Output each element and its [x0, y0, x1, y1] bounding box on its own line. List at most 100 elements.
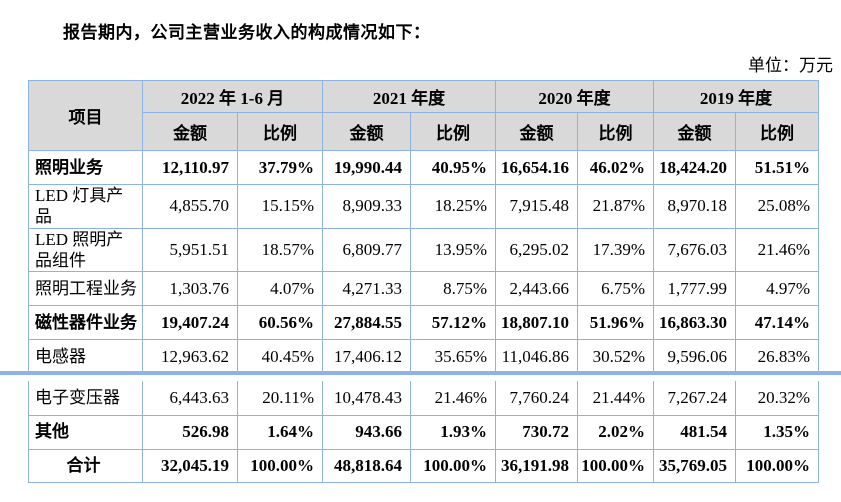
- table-row: LED 灯具产品 4,855.70 15.15% 8,909.33 18.25% 7,91…: [28, 184, 820, 229]
- table-row: 照明业务 12,110.97 37.79% 19,990.44 40.95% 16,654…: [28, 150, 820, 185]
- item-cell: 电子变压器: [28, 381, 143, 416]
- value-cell: 4.07%: [236, 271, 324, 306]
- value-cell: 30.52%: [577, 339, 655, 374]
- value-cell: 18,424.20: [653, 150, 737, 185]
- value-cell: 1.93%: [410, 414, 496, 450]
- value-cell: 18,807.10: [495, 305, 579, 340]
- value-cell: 2,443.66: [495, 271, 579, 306]
- value-cell: 47.14%: [735, 305, 820, 340]
- value-cell: 2.02%: [577, 414, 654, 450]
- value-cell: 9,596.06: [653, 339, 737, 374]
- value-cell: 4.97%: [735, 271, 820, 306]
- revenue-table-lower: 电子变压器 6,443.63 20.11% 10,478.43 21.46% 7,760.…: [28, 381, 819, 483]
- value-cell: 25.08%: [735, 184, 820, 229]
- value-cell: 11,046.86: [495, 339, 579, 374]
- value-cell: 7,676.03: [653, 227, 737, 272]
- table-row: 电子变压器 6,443.63 20.11% 10,478.43 21.46% 7,760.…: [28, 381, 819, 416]
- col-header-amount: 金额: [495, 112, 579, 151]
- intro-text: 报告期内，公司主营业务收入的构成情况如下：: [63, 23, 431, 42]
- item-cell: 照明工程业务: [28, 271, 143, 306]
- value-cell: 1.64%: [237, 414, 323, 450]
- value-cell: 4,271.33: [322, 271, 412, 306]
- value-cell: 17.39%: [577, 227, 655, 272]
- value-cell: 15.15%: [236, 184, 324, 229]
- table-row: 电感器 12,963.62 40.45% 17,406.12 35.65% 11,046.…: [28, 339, 820, 374]
- value-cell: 100.00%: [410, 448, 496, 483]
- value-cell: 16,863.30: [653, 305, 737, 340]
- value-cell: 7,267.24: [653, 381, 736, 416]
- table-row: LED 照明产品组件 5,951.51 18.57% 6,809.77 13.95% 6,…: [28, 227, 820, 272]
- value-cell: 21.46%: [410, 381, 496, 416]
- value-cell: 21.44%: [577, 381, 654, 416]
- value-cell: 35.65%: [410, 339, 497, 374]
- item-cell: 照明业务: [28, 150, 143, 185]
- value-cell: 40.95%: [410, 150, 497, 185]
- value-cell: 26.83%: [735, 339, 820, 374]
- value-cell: 21.46%: [735, 227, 820, 272]
- value-cell: 16,654.16: [495, 150, 579, 185]
- table-row: 合计 32,045.19 100.00% 48,818.64 100.00% 36,191…: [28, 448, 819, 483]
- value-cell: 40.45%: [236, 339, 324, 374]
- value-cell: 7,915.48: [495, 184, 579, 229]
- value-cell: 526.98: [142, 414, 238, 450]
- col-header-amount: 金额: [142, 112, 238, 151]
- value-cell: 32,045.19: [142, 448, 238, 483]
- table-row: 磁性器件业务 19,407.24 60.56% 27,884.55 57.12% 18,8…: [28, 305, 820, 340]
- item-cell: LED 照明产品组件: [28, 227, 143, 272]
- value-cell: 6,295.02: [495, 227, 579, 272]
- value-cell: 48,818.64: [322, 448, 411, 483]
- value-cell: 20.11%: [237, 381, 323, 416]
- item-cell: 电感器: [28, 339, 143, 374]
- value-cell: 60.56%: [236, 305, 324, 340]
- value-cell: 1,303.76: [142, 271, 238, 306]
- value-cell: 36,191.98: [495, 448, 578, 483]
- value-cell: 35,769.05: [653, 448, 736, 483]
- header-row-measures: 金额 比例 金额 比例 金额 比例 金额 比例: [29, 112, 820, 151]
- unit-label: 单位：万元: [748, 56, 833, 75]
- value-cell: 1,777.99: [653, 271, 737, 306]
- value-cell: 4,855.70: [142, 184, 238, 229]
- item-cell: 其他: [28, 414, 143, 450]
- value-cell: 12,963.62: [142, 339, 238, 374]
- item-cell: LED 灯具产品: [28, 184, 143, 229]
- value-cell: 6,809.77: [322, 227, 412, 272]
- col-header-item: 项目: [28, 80, 143, 151]
- col-header-amount: 金额: [322, 112, 412, 151]
- value-cell: 10,478.43: [322, 381, 411, 416]
- value-cell: 21.87%: [577, 184, 655, 229]
- value-cell: 51.51%: [735, 150, 820, 185]
- value-cell: 46.02%: [577, 150, 655, 185]
- value-cell: 8,909.33: [322, 184, 412, 229]
- table-row: 其他 526.98 1.64% 943.66 1.93% 730.72 2.02% 481.5…: [28, 414, 819, 450]
- table-body-lower: 电子变压器 6,443.63 20.11% 10,478.43 21.46% 7,760.…: [28, 381, 819, 483]
- col-header-ratio: 比例: [410, 112, 497, 151]
- item-cell: 磁性器件业务: [28, 305, 143, 340]
- value-cell: 17,406.12: [322, 339, 412, 374]
- col-header-amount: 金额: [653, 112, 737, 151]
- value-cell: 57.12%: [410, 305, 497, 340]
- value-cell: 51.96%: [577, 305, 655, 340]
- header-row-periods: 项目 2022 年 1-6 月 2021 年度 2020 年度 2019 年度: [28, 80, 820, 151]
- item-cell: 合计: [28, 448, 143, 483]
- value-cell: 27,884.55: [322, 305, 412, 340]
- value-cell: 943.66: [322, 414, 411, 450]
- value-cell: 19,407.24: [142, 305, 238, 340]
- col-header-period-2020: 2020 年度: [495, 80, 655, 113]
- table-body-upper: 照明业务 12,110.97 37.79% 19,990.44 40.95% 16,654…: [28, 150, 820, 374]
- revenue-table-upper: 项目 2022 年 1-6 月 2021 年度 2020 年度 2019 年度 …: [28, 80, 820, 374]
- value-cell: 100.00%: [237, 448, 323, 483]
- section-divider-double-line: [0, 371, 841, 375]
- value-cell: 13.95%: [410, 227, 497, 272]
- value-cell: 7,760.24: [495, 381, 578, 416]
- value-cell: 100.00%: [735, 448, 819, 483]
- col-header-ratio: 比例: [236, 112, 324, 151]
- value-cell: 100.00%: [577, 448, 654, 483]
- value-cell: 18.57%: [236, 227, 324, 272]
- value-cell: 481.54: [653, 414, 736, 450]
- value-cell: 6.75%: [577, 271, 655, 306]
- value-cell: 12,110.97: [142, 150, 238, 185]
- value-cell: 18.25%: [410, 184, 497, 229]
- value-cell: 8,970.18: [653, 184, 737, 229]
- col-header-period-2022: 2022 年 1-6 月: [141, 80, 324, 113]
